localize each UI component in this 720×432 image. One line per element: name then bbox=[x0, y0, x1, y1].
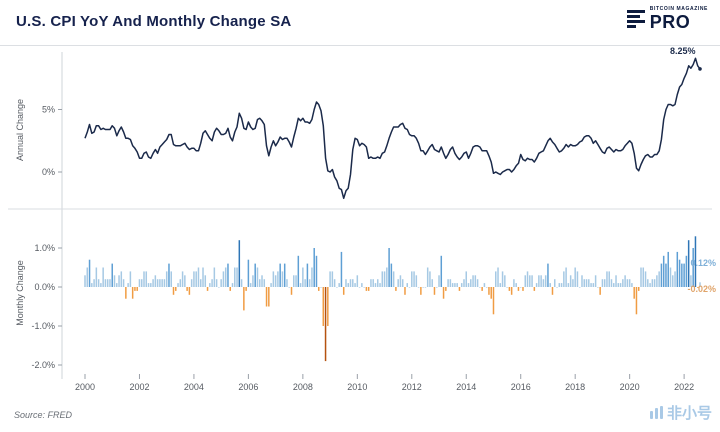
bitcoin-magazine-logo-icon bbox=[626, 10, 645, 28]
svg-text:0.0%: 0.0% bbox=[34, 282, 55, 292]
monthly-last-negative-annotation: -0.02% bbox=[687, 284, 716, 294]
brand-logo-text: BITCOIN MAGAZINE PRO bbox=[649, 6, 708, 32]
svg-text:2012: 2012 bbox=[402, 382, 422, 392]
watermark-bars-icon bbox=[649, 406, 663, 419]
brand-logo: BITCOIN MAGAZINE PRO bbox=[626, 7, 708, 31]
watermark: 非小号 bbox=[649, 402, 712, 423]
annual-change-axis-label: Annual Change bbox=[15, 98, 25, 162]
source-credit: Source: FRED bbox=[14, 410, 73, 420]
svg-text:0%: 0% bbox=[42, 167, 55, 177]
monthly-last-positive-annotation: 0.12% bbox=[690, 258, 716, 268]
svg-text:2002: 2002 bbox=[129, 382, 149, 392]
page-header: U.S. CPI YoY And Monthly Change SA BITCO… bbox=[0, 0, 720, 46]
svg-text:2016: 2016 bbox=[511, 382, 531, 392]
svg-text:2000: 2000 bbox=[75, 382, 95, 392]
svg-text:1.0%: 1.0% bbox=[34, 243, 55, 253]
svg-text:2014: 2014 bbox=[456, 382, 476, 392]
brand-name-small: BITCOIN MAGAZINE bbox=[649, 6, 708, 12]
svg-text:2020: 2020 bbox=[620, 382, 640, 392]
svg-text:2018: 2018 bbox=[565, 382, 585, 392]
svg-text:2006: 2006 bbox=[238, 382, 258, 392]
svg-text:2004: 2004 bbox=[184, 382, 204, 392]
annual-last-value-annotation: 8.25% bbox=[670, 46, 696, 56]
svg-text:2010: 2010 bbox=[347, 382, 367, 392]
svg-text:-2.0%: -2.0% bbox=[31, 360, 55, 370]
svg-text:2008: 2008 bbox=[293, 382, 313, 392]
svg-text:2022: 2022 bbox=[674, 382, 694, 392]
svg-text:5%: 5% bbox=[42, 105, 55, 115]
brand-name-big: PRO bbox=[649, 12, 691, 32]
chart-title: U.S. CPI YoY And Monthly Change SA bbox=[16, 13, 292, 30]
watermark-text: 非小号 bbox=[666, 405, 712, 422]
svg-text:-1.0%: -1.0% bbox=[31, 321, 55, 331]
monthly-change-axis-label: Monthly Change bbox=[15, 260, 25, 326]
